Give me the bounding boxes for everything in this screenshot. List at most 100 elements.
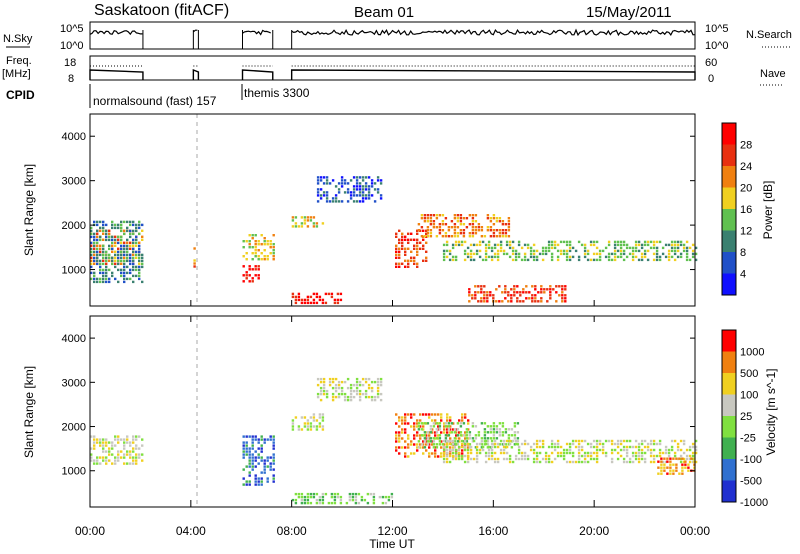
echo-cell (502, 252, 506, 256)
echo-cell (398, 419, 401, 422)
echo-cell (691, 451, 695, 455)
echo-cell (687, 463, 690, 466)
echo-cell (422, 440, 425, 443)
echo-cell (343, 380, 347, 384)
echo-cell (484, 460, 488, 464)
echo-cell (655, 246, 659, 250)
echo-cell (93, 435, 96, 438)
echo-cell (135, 456, 138, 459)
echo-cell (471, 422, 475, 425)
echo-cell (126, 256, 129, 260)
echo-cell (395, 235, 398, 238)
echo-cell (432, 220, 436, 223)
echo-cell (254, 477, 257, 480)
echo-cell (364, 392, 368, 396)
echo-cell (489, 294, 492, 297)
echo-cell (315, 419, 319, 422)
echo-cell (531, 300, 534, 303)
echo-cell (251, 468, 254, 471)
echo-cell (453, 440, 457, 443)
echo-cell (358, 395, 362, 399)
echo-cell (309, 301, 313, 305)
echo-cell (499, 439, 503, 443)
echo-cell (260, 258, 263, 261)
echo-cell (257, 456, 260, 459)
echo-cell (315, 492, 319, 496)
echo-cell (108, 229, 111, 232)
echo-cell (336, 301, 340, 305)
echo-cell (526, 258, 530, 262)
echo-cell (471, 223, 475, 226)
echo-cell (303, 222, 307, 225)
echo-cell (660, 457, 663, 460)
echo-cell (498, 422, 502, 425)
colorbar-tick-label: -1000 (740, 497, 768, 509)
echo-cell (483, 434, 487, 437)
echo-cell (571, 246, 575, 250)
echo-cell (607, 240, 611, 244)
echo-cell (477, 229, 481, 232)
echo-cell (257, 477, 260, 480)
echo-cell (449, 452, 452, 455)
echo-cell (669, 469, 672, 472)
echo-cell (468, 291, 471, 294)
echo-cell (592, 457, 596, 461)
echo-cell (456, 235, 460, 238)
echo-cell (613, 240, 617, 244)
echo-cell (300, 298, 304, 302)
colorbar-swatch (722, 144, 736, 166)
echo-cell (319, 377, 323, 381)
echo-cell (300, 498, 304, 502)
echo-cell (99, 226, 102, 230)
echo-cell (266, 459, 269, 462)
echo-cell (117, 247, 120, 250)
echo-cell (114, 262, 117, 265)
echo-cell (312, 492, 316, 496)
echo-cell (438, 214, 442, 217)
echo-cell (595, 457, 599, 461)
echo-cell (129, 259, 132, 263)
echo-cell (387, 498, 391, 502)
echo-cell (93, 247, 96, 250)
echo-cell (604, 255, 608, 259)
echo-cell (532, 448, 536, 452)
echo-cell (643, 255, 647, 259)
echo-cell (535, 457, 539, 461)
echo-cell (114, 265, 117, 269)
echo-cell (429, 220, 433, 223)
nsky-tick-bottom: 10^0 (60, 40, 84, 52)
echo-cell (413, 437, 416, 440)
echo-cell (649, 451, 653, 455)
echo-cell (628, 457, 632, 461)
echo-cell (679, 240, 683, 244)
echo-cell (664, 460, 668, 464)
echo-cell (616, 249, 620, 253)
echo-cell (90, 277, 93, 281)
echo-cell (114, 456, 117, 459)
echo-cell (318, 425, 322, 428)
echo-cell (370, 395, 374, 399)
echo-cell (502, 457, 506, 461)
echo-cell (291, 425, 295, 428)
echo-cell (501, 422, 505, 425)
echo-cell (257, 483, 260, 486)
echo-cell (499, 246, 503, 250)
echo-cell (417, 428, 421, 431)
echo-cell (129, 456, 132, 459)
echo-cell (444, 223, 448, 226)
echo-cell (565, 243, 569, 247)
echo-cell (90, 253, 93, 257)
echo-cell (395, 256, 398, 259)
echo-cell (96, 277, 99, 281)
echo-cell (102, 438, 105, 441)
echo-cell (141, 229, 144, 232)
echo-cell (132, 456, 135, 459)
echo-cell (658, 451, 662, 455)
echo-cell (358, 200, 362, 203)
echo-cell (300, 501, 304, 505)
echo-cell (646, 445, 650, 449)
echo-cell (535, 460, 539, 464)
echo-cell (105, 280, 108, 284)
